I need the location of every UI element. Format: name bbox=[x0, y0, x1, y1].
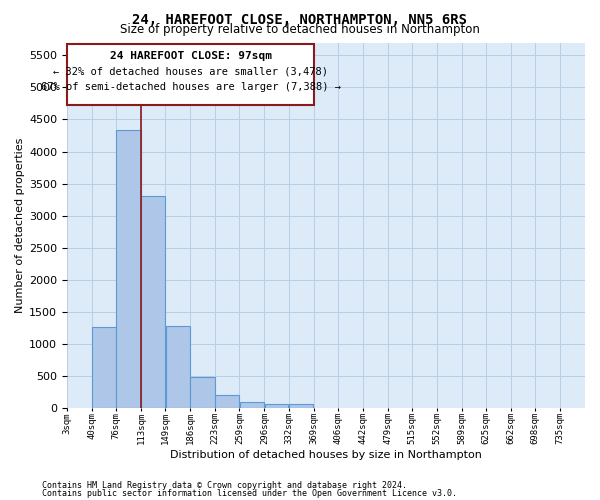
X-axis label: Distribution of detached houses by size in Northampton: Distribution of detached houses by size … bbox=[170, 450, 482, 460]
Bar bbox=[239, 402, 264, 408]
Bar bbox=[190, 376, 215, 408]
Y-axis label: Number of detached properties: Number of detached properties bbox=[15, 138, 25, 313]
Text: Contains HM Land Registry data © Crown copyright and database right 2024.: Contains HM Land Registry data © Crown c… bbox=[42, 480, 407, 490]
Bar bbox=[141, 196, 165, 408]
Bar bbox=[166, 326, 190, 408]
Text: ← 32% of detached houses are smaller (3,478): ← 32% of detached houses are smaller (3,… bbox=[53, 66, 328, 76]
Text: 24 HAREFOOT CLOSE: 97sqm: 24 HAREFOOT CLOSE: 97sqm bbox=[110, 51, 272, 61]
Bar bbox=[289, 404, 313, 408]
Text: 67% of semi-detached houses are larger (7,388) →: 67% of semi-detached houses are larger (… bbox=[41, 82, 341, 92]
Text: 24, HAREFOOT CLOSE, NORTHAMPTON, NN5 6RS: 24, HAREFOOT CLOSE, NORTHAMPTON, NN5 6RS bbox=[133, 12, 467, 26]
Text: Size of property relative to detached houses in Northampton: Size of property relative to detached ho… bbox=[120, 22, 480, 36]
Bar bbox=[215, 394, 239, 408]
Bar bbox=[265, 404, 289, 408]
Text: Contains public sector information licensed under the Open Government Licence v3: Contains public sector information licen… bbox=[42, 489, 457, 498]
Bar bbox=[67, 44, 314, 106]
Bar bbox=[92, 326, 116, 408]
Bar bbox=[116, 130, 141, 408]
